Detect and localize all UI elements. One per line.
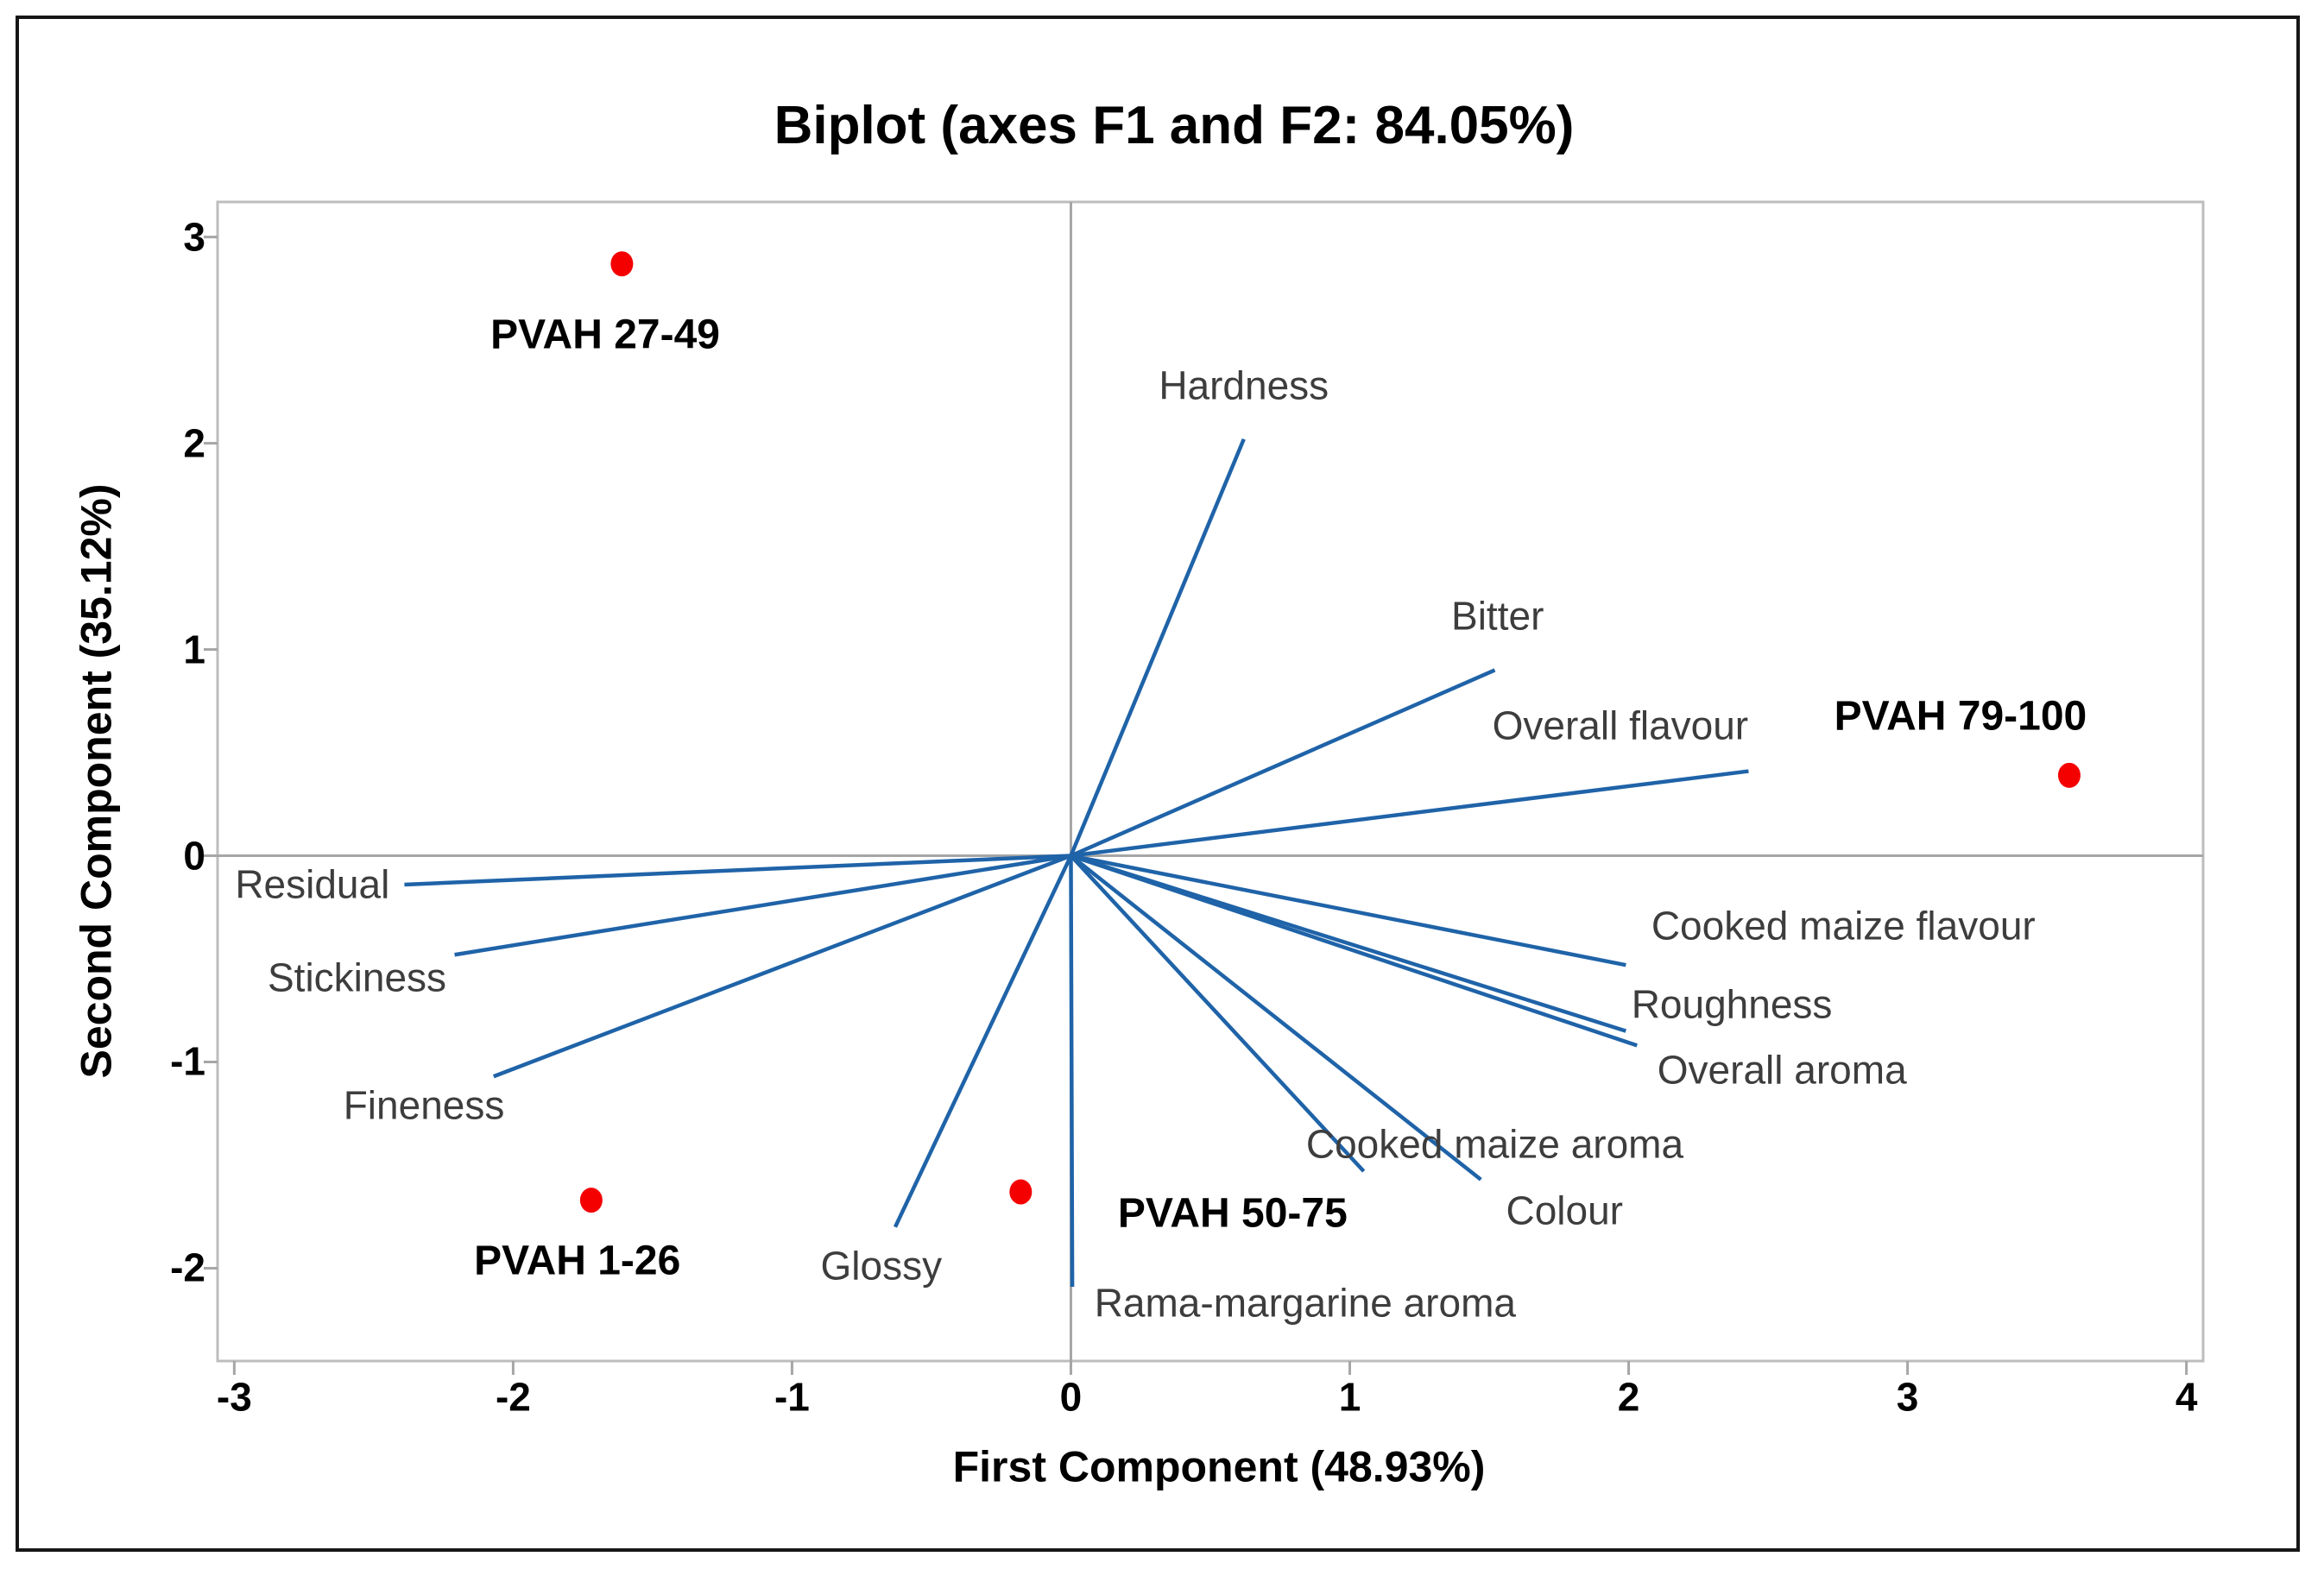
y-tick-label: -2 bbox=[170, 1245, 205, 1291]
vector-label-cooked-maize-flavour: Cooked maize flavour bbox=[1651, 903, 2036, 948]
vector-label-stickiness: Stickiness bbox=[267, 955, 447, 1000]
vector-line-cooked-maize-aroma bbox=[1069, 854, 1366, 1173]
x-tick-label: 1 bbox=[1338, 1374, 1361, 1420]
vector-label-overall-flavour: Overall flavour bbox=[1492, 703, 1749, 748]
x-tick-label: 0 bbox=[1059, 1374, 1083, 1420]
y-tick-label: -1 bbox=[170, 1039, 205, 1085]
observation-label-pvah-1-26: PVAH 1-26 bbox=[474, 1238, 681, 1284]
observation-point-pvah-79-100 bbox=[2057, 762, 2081, 788]
vector-line-overall-flavour bbox=[1070, 769, 1749, 858]
vector-line-fineness bbox=[492, 854, 1072, 1079]
vector-line-residual bbox=[404, 854, 1071, 887]
vector-label-cooked-maize-aroma: Cooked maize aroma bbox=[1305, 1121, 1684, 1167]
vector-label-residual: Residual bbox=[235, 861, 390, 907]
figure-border bbox=[16, 16, 2300, 1552]
y-tick-label: 1 bbox=[183, 627, 205, 672]
vector-label-roughness: Roughness bbox=[1631, 981, 1833, 1027]
vector-line-cooked-maize-flavour bbox=[1070, 854, 1626, 967]
x-tick-label: -1 bbox=[774, 1374, 810, 1420]
vector-line-stickiness bbox=[454, 854, 1071, 957]
vector-label-colour: Colour bbox=[1506, 1188, 1624, 1233]
vector-label-overall-aroma: Overall aroma bbox=[1657, 1047, 1907, 1093]
vector-label-glossy: Glossy bbox=[820, 1243, 943, 1289]
x-tick-label: -3 bbox=[216, 1374, 252, 1420]
x-tick-label: 3 bbox=[1896, 1374, 1919, 1420]
vector-line-rama-margarine-aroma bbox=[1069, 855, 1075, 1287]
vector-line-overall-aroma bbox=[1070, 854, 1638, 1048]
vector-line-bitter bbox=[1070, 668, 1496, 858]
plot-border bbox=[216, 200, 2205, 1363]
vector-label-rama-margarine-aroma: Rama-margarine aroma bbox=[1094, 1280, 1516, 1326]
observation-point-pvah-1-26 bbox=[579, 1188, 603, 1213]
vector-label-bitter: Bitter bbox=[1451, 594, 1544, 640]
x-tick-label: -2 bbox=[495, 1374, 531, 1420]
observation-label-pvah-27-49: PVAH 27-49 bbox=[490, 312, 720, 358]
observation-label-pvah-79-100: PVAH 79-100 bbox=[1834, 694, 2087, 740]
vector-line-glossy bbox=[893, 854, 1073, 1228]
x-tick-label: 4 bbox=[2175, 1374, 2198, 1420]
vector-label-hardness: Hardness bbox=[1159, 362, 1329, 408]
x-tick-label: 2 bbox=[1617, 1374, 1640, 1420]
observation-point-pvah-27-49 bbox=[610, 251, 634, 277]
vector-line-hardness bbox=[1069, 438, 1246, 857]
vector-label-fineness: Fineness bbox=[343, 1082, 505, 1128]
vector-line-colour bbox=[1070, 854, 1482, 1182]
y-axis-title: Second Component (35.12%) bbox=[72, 483, 121, 1079]
y-tick-label: 3 bbox=[183, 214, 205, 260]
y-tick-label: 2 bbox=[183, 420, 205, 466]
observation-point-pvah-50-75 bbox=[1009, 1179, 1033, 1205]
x-axis-title: First Component (48.93%) bbox=[952, 1442, 1486, 1491]
chart-title: Biplot (axes F1 and F2: 84.05%) bbox=[774, 95, 1575, 155]
observation-label-pvah-50-75: PVAH 50-75 bbox=[1117, 1190, 1348, 1237]
y-tick-label: 0 bbox=[183, 833, 205, 879]
